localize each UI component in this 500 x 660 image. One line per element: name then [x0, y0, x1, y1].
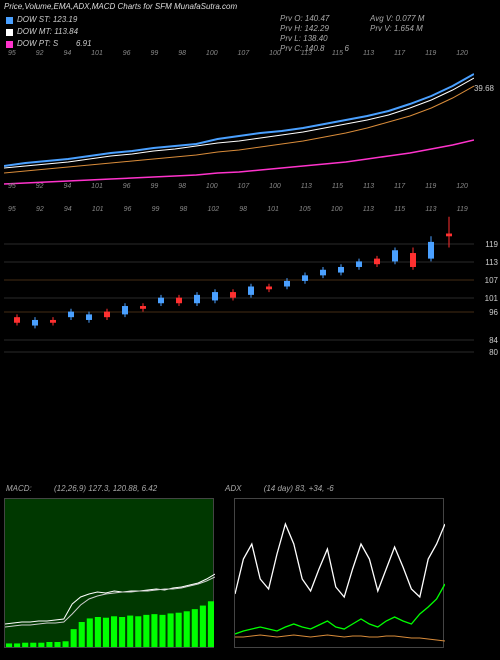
adx-label: ADX (14 day) 83, +34, -6 — [225, 484, 334, 493]
legend-mt: DOW MT: 113.84 — [6, 26, 92, 38]
legend-st: DOW ST: 123.19 — [6, 14, 92, 26]
adx-panel — [234, 498, 444, 648]
legend-block: DOW ST: 123.19 DOW MT: 113.84 DOW PT: S … — [6, 14, 92, 50]
macd-label: MACD: (12,26,9) 127.3, 120.88, 6.42 — [6, 484, 157, 493]
ohlc-block2: Avg V: 0.077 M Prv V: 1.654 M — [370, 14, 424, 34]
chart-title: Price,Volume,EMA,ADX,MACD Charts for SFM… — [4, 2, 237, 11]
legend-st-swatch — [6, 17, 13, 24]
legend-pt: DOW PT: S 6.91 — [6, 38, 92, 50]
macd-panel — [4, 498, 214, 648]
legend-pt-swatch — [6, 41, 13, 48]
price-ema-panel: 9592941019699981001071001131151131171191… — [0, 56, 500, 186]
ohlc-block: Prv O: 140.47 Prv H: 142.29 Prv L: 138.4… — [280, 14, 349, 54]
legend-mt-swatch — [6, 29, 13, 36]
candlestick-panel: 1191131071019684809592941019699981029810… — [0, 214, 500, 359]
